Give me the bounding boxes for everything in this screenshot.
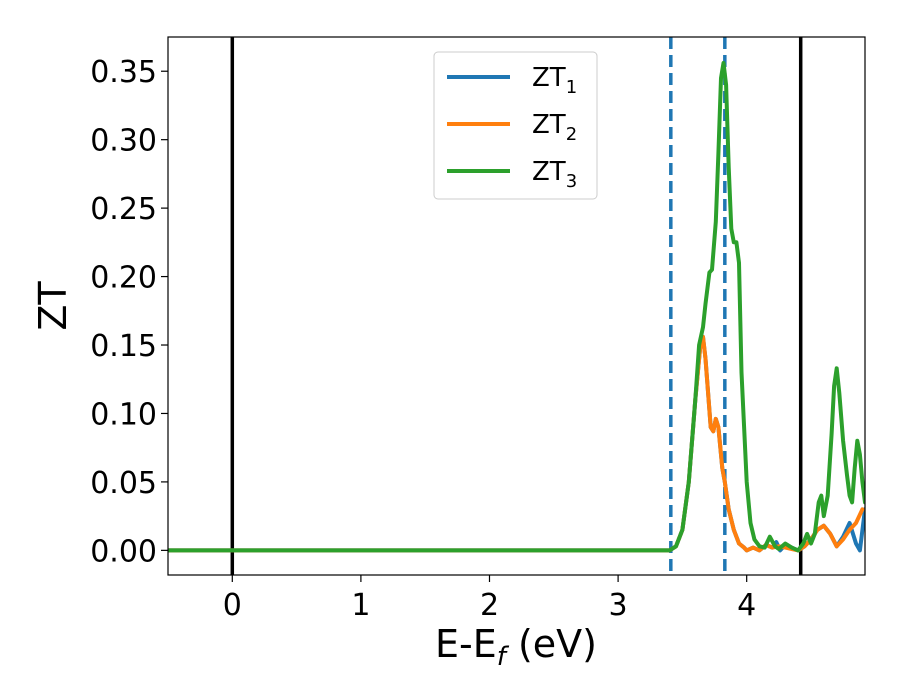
series-line-zt1 <box>168 334 865 553</box>
y-axis-ticks: 0.00 0.05 0.10 0.15 0.20 0.25 0.30 0.35 <box>90 55 168 569</box>
legend: ZT1 ZT2 ZT3 <box>433 51 598 200</box>
y-tick-label: 0.05 <box>90 466 157 501</box>
legend-label-zt3: ZT3 <box>532 157 577 192</box>
x-tick-label: 0 <box>223 588 242 623</box>
series-line-zt2 <box>168 334 865 553</box>
reference-lines <box>230 37 803 575</box>
x-axis-label: E-Ef (eV) <box>435 622 597 672</box>
y-tick-label: 0.25 <box>90 192 157 227</box>
legend-label-zt2: ZT2 <box>532 110 577 145</box>
y-tick-label: 0.30 <box>90 124 157 159</box>
x-tick-label: 2 <box>480 588 499 623</box>
y-tick-label: 0.15 <box>90 329 157 364</box>
x-axis-ticks: 0 1 2 3 4 <box>223 575 756 623</box>
y-tick-label: 0.20 <box>90 261 157 296</box>
x-tick-label: 3 <box>609 588 628 623</box>
series-line-zt3 <box>168 61 865 553</box>
legend-box <box>433 51 598 200</box>
plot-frame <box>167 36 866 576</box>
y-tick-label: 0.10 <box>90 397 157 432</box>
legend-label-zt1: ZT1 <box>532 63 577 98</box>
y-axis-label: ZT <box>31 281 75 331</box>
y-tick-label: 0.00 <box>90 534 157 569</box>
series-group <box>168 61 865 553</box>
x-tick-label: 4 <box>737 588 756 623</box>
x-tick-label: 1 <box>351 588 370 623</box>
y-tick-label: 0.35 <box>90 55 157 90</box>
